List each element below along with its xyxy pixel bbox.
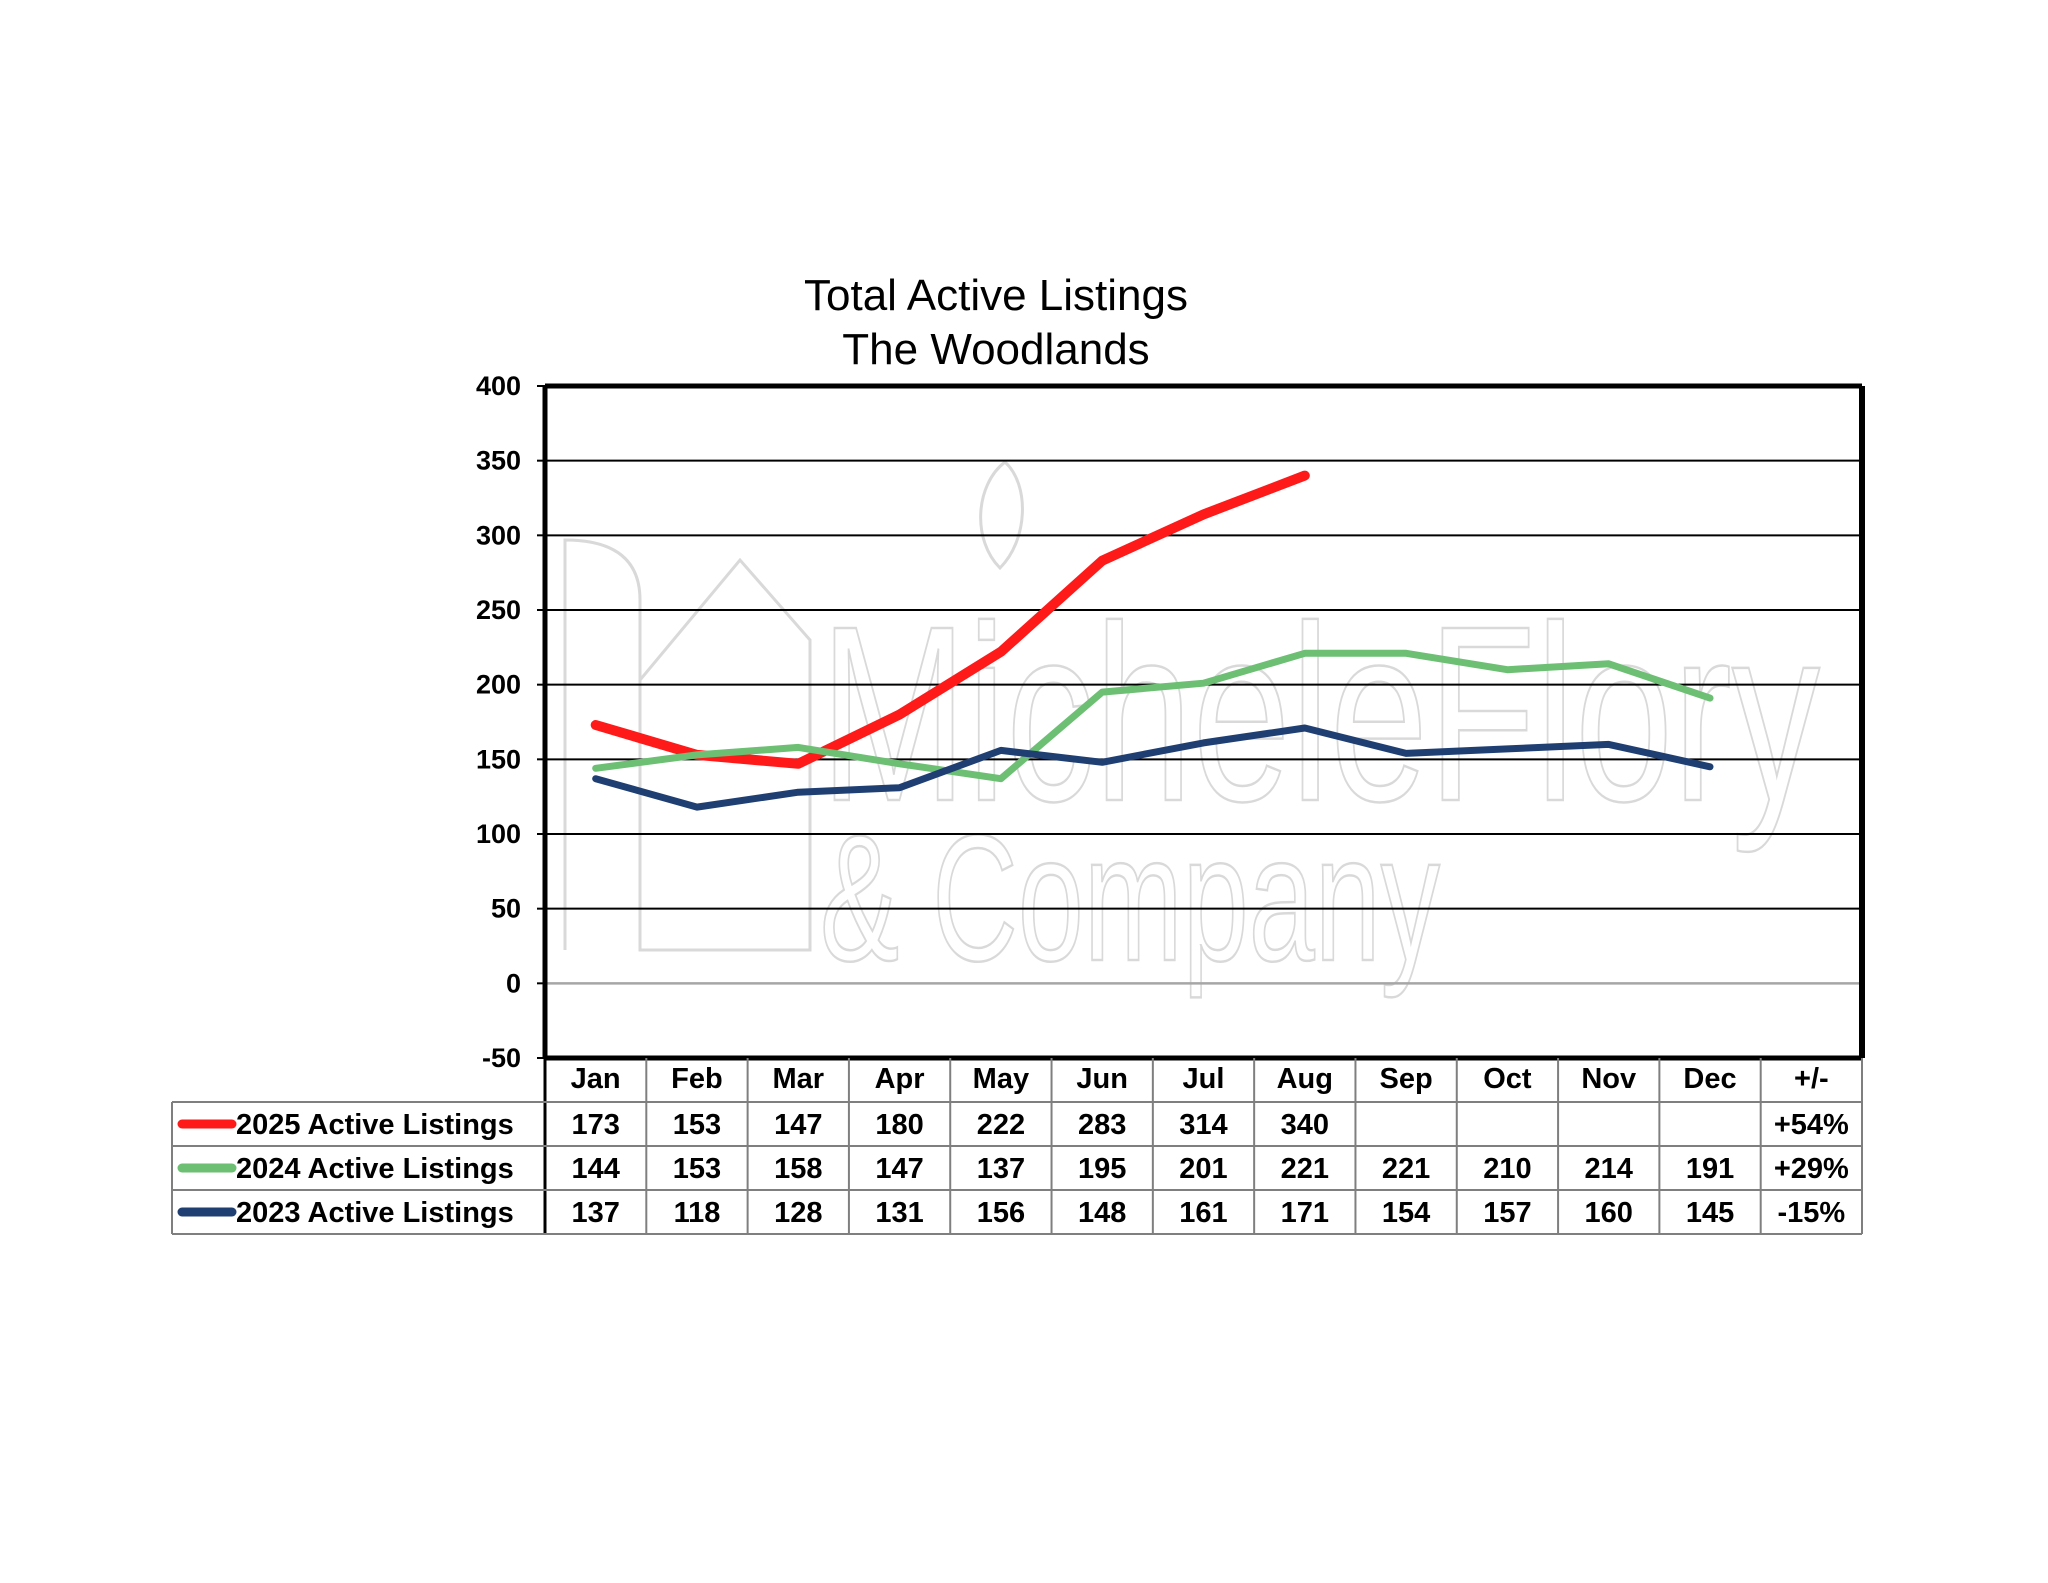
table-cell-change: +29%: [1774, 1153, 1849, 1185]
x-tick-label: Nov: [1581, 1063, 1636, 1095]
x-tick-label: Jun: [1076, 1063, 1128, 1095]
table-row: 2024 Active Listings 144 153 158 147 137 195 20…: [177, 1153, 1849, 1185]
table-row: 2025 Active Listings 173 153 147 180 222 283 31…: [177, 1109, 1849, 1141]
table-cell-value: 153: [673, 1109, 721, 1141]
chart-title: Total Active Listings: [804, 271, 1188, 320]
legend-label: 2025 Active Listings: [236, 1109, 514, 1141]
y-tick-label: 100: [476, 819, 521, 849]
y-tick-label: 250: [476, 595, 521, 625]
y-tick-label: 400: [476, 371, 521, 401]
x-tick-label: Feb: [671, 1063, 723, 1095]
table-cell-value: 180: [875, 1109, 923, 1141]
x-tick-label: Mar: [772, 1063, 824, 1095]
watermark-logo: MicheleFlory & Company: [563, 460, 1821, 1000]
x-tick-label: Jan: [571, 1063, 621, 1095]
x-tick-label: Oct: [1483, 1063, 1532, 1095]
change-header: +/-: [1794, 1063, 1829, 1095]
y-tick-label: 350: [476, 446, 521, 476]
table-cell-change: +54%: [1774, 1109, 1849, 1141]
table-cell-value: 137: [977, 1153, 1025, 1185]
x-tick-label: Apr: [875, 1063, 925, 1095]
plot-frame: [542, 383, 1865, 1061]
table-cell-value: 283: [1078, 1109, 1126, 1141]
table-row: 2023 Active Listings 137 118 128 131 156 148 16…: [177, 1197, 1845, 1229]
table-cell-value: 147: [774, 1109, 822, 1141]
table-cell-value: 131: [875, 1197, 923, 1229]
watermark-company: & Company: [820, 798, 1440, 999]
table-cell-value: 161: [1179, 1197, 1227, 1229]
y-tick-label: -50: [482, 1043, 521, 1073]
table-cell-value: 221: [1281, 1153, 1329, 1185]
house-logo-icon: [563, 538, 812, 952]
x-tick-label: Sep: [1380, 1063, 1433, 1095]
legend-label: 2024 Active Listings: [236, 1153, 514, 1185]
series-line: [592, 724, 1714, 811]
table-cell-value: 128: [774, 1197, 822, 1229]
watermark-name: MicheleFlory: [820, 574, 1820, 853]
y-tick-label: 300: [476, 520, 521, 550]
table-cell-value: 145: [1686, 1197, 1734, 1229]
table-cell-value: 214: [1585, 1153, 1633, 1185]
table-cell-value: 118: [674, 1197, 721, 1229]
table-cell-value: 144: [571, 1153, 619, 1185]
table-cell-value: 314: [1179, 1109, 1227, 1141]
table-cell-value: 195: [1078, 1153, 1126, 1185]
table-cell-value: 137: [571, 1197, 619, 1229]
legend-label: 2023 Active Listings: [236, 1197, 514, 1229]
x-tick-label: May: [973, 1063, 1029, 1095]
table-cell-change: -15%: [1777, 1197, 1845, 1229]
x-tick-label: Aug: [1277, 1063, 1333, 1095]
x-tick-label: Jul: [1183, 1063, 1225, 1095]
y-tick-label: 200: [476, 670, 521, 700]
y-tick-label: 50: [491, 894, 521, 924]
table-cell-value: 173: [571, 1109, 619, 1141]
data-table: Jan Feb Mar Apr May Jun Jul Aug Sep Oct Nov Dec +/- 2…: [171, 1058, 1863, 1235]
table-cell-value: 156: [977, 1197, 1025, 1229]
y-axis-ticks: -50 0 50 100 150 200 250 300 350 400: [476, 371, 545, 1073]
table-cell-value: 158: [774, 1153, 822, 1185]
table-cell-value: 154: [1382, 1197, 1430, 1229]
table-cell-value: 157: [1483, 1197, 1531, 1229]
table-cell-value: 171: [1281, 1197, 1329, 1229]
chart-subtitle: The Woodlands: [842, 325, 1149, 374]
table-cell-value: 201: [1179, 1153, 1227, 1185]
y-tick-label: 150: [476, 744, 521, 774]
table-cell-value: 191: [1686, 1153, 1734, 1185]
table-cell-value: 147: [875, 1153, 923, 1185]
table-cell-value: 222: [977, 1109, 1025, 1141]
series-line: [592, 649, 1714, 783]
series-lines: [590, 470, 1714, 811]
table-cell-value: 153: [673, 1153, 721, 1185]
x-tick-label: Dec: [1683, 1063, 1736, 1095]
table-cell-value: 210: [1483, 1153, 1531, 1185]
table-cell-value: 221: [1382, 1153, 1430, 1185]
y-tick-label: 0: [506, 968, 521, 998]
leaf-logo-icon: [979, 460, 1024, 571]
table-cell-value: 148: [1078, 1197, 1126, 1229]
table-cell-value: 340: [1281, 1109, 1329, 1141]
table-cell-value: 160: [1585, 1197, 1633, 1229]
